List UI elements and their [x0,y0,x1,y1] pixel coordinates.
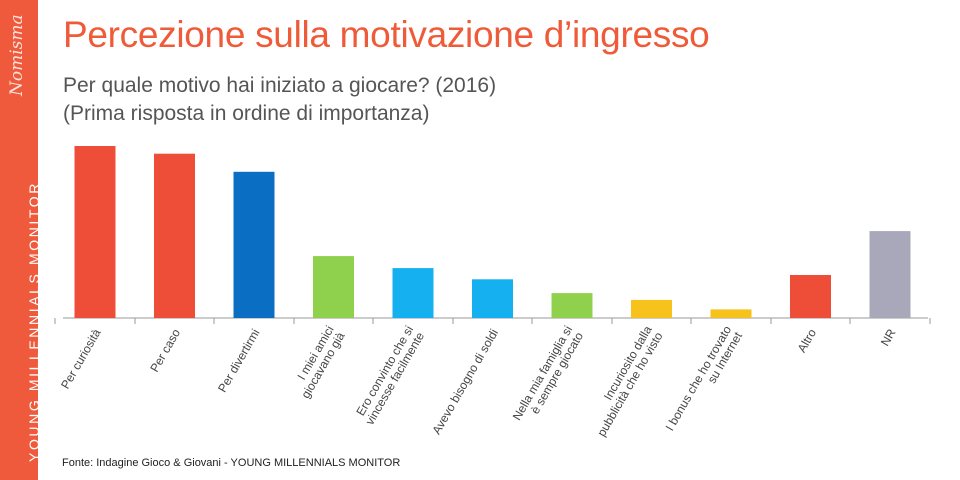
bar [710,309,752,318]
x-tick-label: Altro [795,326,820,355]
page-title: Percezione sulla motivazione d’ingresso [63,14,710,55]
source-note: Fonte: Indagine Gioco & Giovani - YOUNG … [62,457,401,469]
bar [392,268,434,318]
x-tick-label: Avevo bisogno di soldi [429,327,501,437]
x-tick-label: NR [878,326,899,348]
bar [233,171,275,318]
x-tick-label: Per caso [147,326,183,374]
x-tick-label: Nella mia famiglia siè sempre giocato [510,323,587,429]
bar [631,299,672,318]
x-tick-label: I bonus che ho trovatosu Internet [663,323,746,440]
chart-subtitle-line2: (Prima risposta in ordine di importanza) [63,102,430,125]
x-tick-label: Per divertirmi [215,327,262,395]
bar [74,146,116,318]
x-tick-label: I miei amicigiocavano già [287,323,347,401]
bar [869,231,911,318]
x-tick-label: Incuriosito dallapubblicità che ho visto [583,323,665,439]
bar [472,279,513,318]
chart-subtitle-line1: Per quale motivo hai iniziato a giocare?… [63,74,497,97]
sidebar: Nomisma YOUNG MILLENNIALS MONITOR [0,0,42,480]
x-tick-label: Per curiosità [58,326,104,391]
bar [154,153,195,318]
bar [790,275,831,318]
bar [551,293,593,318]
x-tick-label: Ero convinto che sivincesse facilmente [352,323,428,427]
bar [313,256,354,318]
